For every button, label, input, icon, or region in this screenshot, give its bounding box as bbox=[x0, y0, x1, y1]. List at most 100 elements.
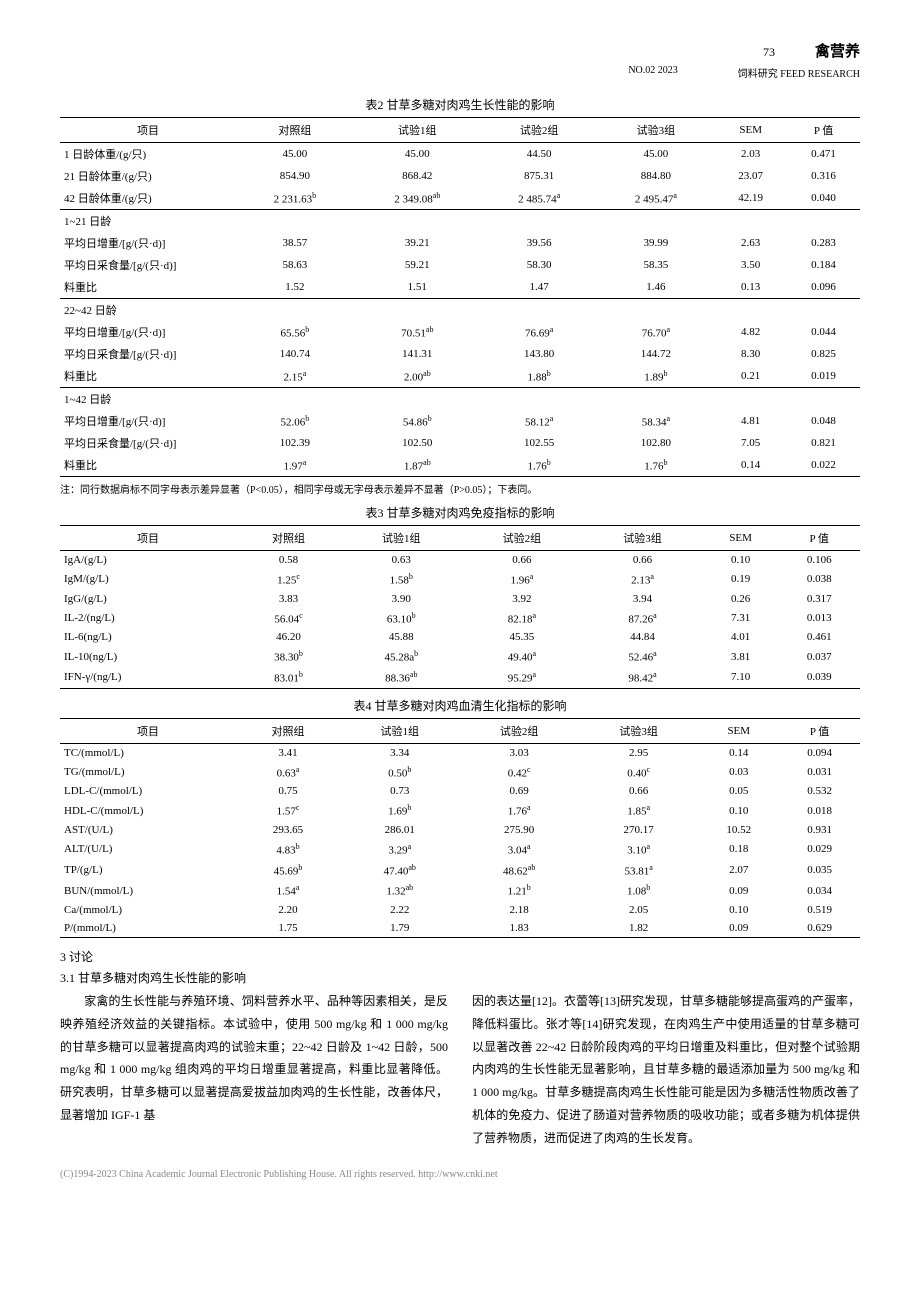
table-cell: 0.094 bbox=[779, 743, 860, 762]
table-cell: 3.03 bbox=[459, 743, 578, 762]
table-cell: 1.08b bbox=[579, 880, 698, 901]
page-number: 73 bbox=[763, 45, 775, 60]
table-cell: 140.74 bbox=[236, 343, 354, 365]
table-cell: 88.36ab bbox=[341, 667, 462, 688]
table-cell: IL-2/(ng/L) bbox=[60, 608, 236, 629]
table-cell: 0.73 bbox=[340, 782, 459, 800]
table-cell: 38.57 bbox=[236, 232, 354, 254]
table-cell: 1 日龄体重/(g/只) bbox=[60, 143, 236, 166]
table-cell: 0.037 bbox=[778, 646, 860, 667]
table-cell: 3.29a bbox=[340, 839, 459, 860]
table-cell: 0.283 bbox=[787, 232, 860, 254]
table-cell: 0.05 bbox=[698, 782, 779, 800]
table-cell: 0.09 bbox=[698, 919, 779, 938]
table-cell: 270.17 bbox=[579, 821, 698, 839]
table-cell: 3.04a bbox=[459, 839, 578, 860]
table-header: 试验3组 bbox=[598, 118, 715, 143]
table-cell: 3.83 bbox=[236, 590, 341, 608]
table-cell: 0.629 bbox=[779, 919, 860, 938]
table-cell: 2.63 bbox=[714, 232, 787, 254]
table-cell: 2.18 bbox=[459, 901, 578, 919]
table-cell: 2.05 bbox=[579, 901, 698, 919]
table-section-label: 22~42 日龄 bbox=[60, 299, 236, 322]
table-cell: 0.66 bbox=[579, 782, 698, 800]
table-cell: 1.58b bbox=[341, 569, 462, 590]
table-cell: 2.03 bbox=[714, 143, 787, 166]
table-cell: 59.21 bbox=[354, 254, 481, 276]
table-cell: 87.26a bbox=[582, 608, 703, 629]
table-cell: 2.95 bbox=[579, 743, 698, 762]
table-cell: 3.34 bbox=[340, 743, 459, 762]
table-cell: IL-10(ng/L) bbox=[60, 646, 236, 667]
journal-title: 禽营养 bbox=[815, 40, 860, 61]
table-cell: 1.47 bbox=[481, 276, 598, 299]
table-cell: 95.29a bbox=[462, 667, 583, 688]
table-cell: 1.32ab bbox=[340, 880, 459, 901]
table-cell: AST/(U/L) bbox=[60, 821, 236, 839]
table-cell: 45.00 bbox=[236, 143, 354, 166]
table-cell: 102.50 bbox=[354, 432, 481, 454]
table-cell: 3.90 bbox=[341, 590, 462, 608]
table-cell: 0.50b bbox=[340, 762, 459, 783]
table-header: P 值 bbox=[778, 526, 860, 551]
table-cell: IgA/(g/L) bbox=[60, 551, 236, 570]
table-header: 对照组 bbox=[236, 718, 340, 743]
table-header: 项目 bbox=[60, 118, 236, 143]
discussion-section: 3 讨论 3.1 甘草多糖对肉鸡生长性能的影响 家禽的生长性能与养殖环境、饲料营… bbox=[60, 948, 860, 1150]
table-cell: 0.184 bbox=[787, 254, 860, 276]
table-cell: 料重比 bbox=[60, 276, 236, 299]
table-cell: 39.56 bbox=[481, 232, 598, 254]
table-cell: 0.018 bbox=[779, 800, 860, 821]
table-cell: 2.15a bbox=[236, 365, 354, 388]
table-cell: 1.46 bbox=[598, 276, 715, 299]
table-cell: 0.106 bbox=[778, 551, 860, 570]
table-cell: 0.471 bbox=[787, 143, 860, 166]
table-cell: 52.46a bbox=[582, 646, 703, 667]
table-header: 试验1组 bbox=[354, 118, 481, 143]
table-cell: 58.63 bbox=[236, 254, 354, 276]
table-cell: 63.10b bbox=[341, 608, 462, 629]
table3-title: 表3 甘草多糖对肉鸡免疫指标的影响 bbox=[60, 504, 860, 521]
table-section-label: 1~21 日龄 bbox=[60, 210, 236, 233]
table-cell: 0.66 bbox=[582, 551, 703, 570]
table-cell: 0.035 bbox=[779, 860, 860, 881]
table-cell: 49.40a bbox=[462, 646, 583, 667]
table-cell: TP/(g/L) bbox=[60, 860, 236, 881]
table-cell: 料重比 bbox=[60, 454, 236, 477]
table-cell: 83.01b bbox=[236, 667, 341, 688]
table-cell: 45.28ab bbox=[341, 646, 462, 667]
table2-note: 注：同行数据肩标不同字母表示差异显著（P<0.05），相同字母或无字母表示差异不… bbox=[60, 481, 860, 496]
table-cell: 0.21 bbox=[714, 365, 787, 388]
publication-name: 饲料研究 FEED RESEARCH bbox=[738, 65, 860, 80]
table-cell: 2.22 bbox=[340, 901, 459, 919]
table-cell: 42.19 bbox=[714, 187, 787, 210]
table-cell: 1.85a bbox=[579, 800, 698, 821]
table-cell: IgG/(g/L) bbox=[60, 590, 236, 608]
table-cell: 102.39 bbox=[236, 432, 354, 454]
table-cell: 1.96a bbox=[462, 569, 583, 590]
table-cell: 0.19 bbox=[703, 569, 779, 590]
table-cell: 平均日增重/[g/(只·d)] bbox=[60, 410, 236, 432]
table-header: P 值 bbox=[779, 718, 860, 743]
table-cell: 平均日增重/[g/(只·d)] bbox=[60, 232, 236, 254]
table-cell: 0.019 bbox=[787, 365, 860, 388]
table-cell: 8.30 bbox=[714, 343, 787, 365]
table-cell: 884.80 bbox=[598, 165, 715, 187]
table-cell: 1.76a bbox=[459, 800, 578, 821]
table-cell: 56.04c bbox=[236, 608, 341, 629]
table-cell: 0.40c bbox=[579, 762, 698, 783]
table-cell: IgM/(g/L) bbox=[60, 569, 236, 590]
table-cell: 0.040 bbox=[787, 187, 860, 210]
table4-title: 表4 甘草多糖对肉鸡血清生化指标的影响 bbox=[60, 697, 860, 714]
table-cell: 7.05 bbox=[714, 432, 787, 454]
table-cell: LDL-C/(mmol/L) bbox=[60, 782, 236, 800]
table-cell: P/(mmol/L) bbox=[60, 919, 236, 938]
left-column: 家禽的生长性能与养殖环境、饲料营养水平、品种等因素相关，是反映养殖经济效益的关键… bbox=[60, 990, 448, 1150]
table-header: 试验3组 bbox=[579, 718, 698, 743]
table-cell: 3.94 bbox=[582, 590, 703, 608]
table-cell: 0.58 bbox=[236, 551, 341, 570]
table-cell: 102.55 bbox=[481, 432, 598, 454]
table-cell: 1.57c bbox=[236, 800, 340, 821]
table-cell: 1.25c bbox=[236, 569, 341, 590]
table-cell: 1.21b bbox=[459, 880, 578, 901]
